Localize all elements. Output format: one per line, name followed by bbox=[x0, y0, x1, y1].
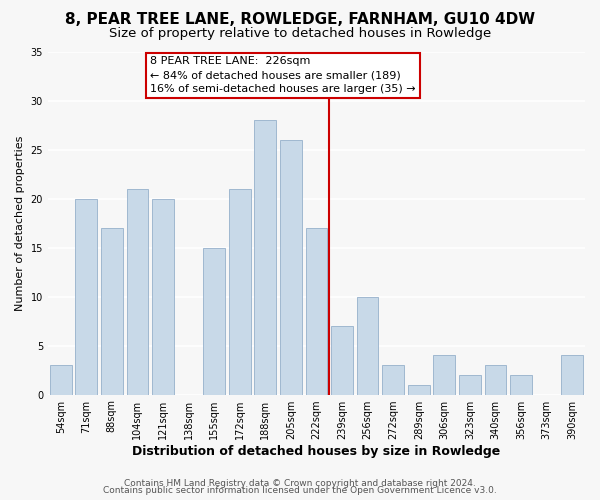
Bar bbox=[305, 228, 328, 394]
Y-axis label: Number of detached properties: Number of detached properties bbox=[15, 136, 25, 310]
Bar bbox=[510, 375, 532, 394]
Bar bbox=[408, 385, 430, 394]
Bar bbox=[101, 228, 123, 394]
Bar bbox=[459, 375, 481, 394]
Bar bbox=[382, 365, 404, 394]
Bar bbox=[127, 188, 148, 394]
Bar bbox=[254, 120, 276, 394]
Bar bbox=[562, 356, 583, 395]
Bar bbox=[229, 188, 251, 394]
Bar bbox=[331, 326, 353, 394]
Bar bbox=[152, 198, 174, 394]
Text: Contains HM Land Registry data © Crown copyright and database right 2024.: Contains HM Land Registry data © Crown c… bbox=[124, 478, 476, 488]
Bar bbox=[433, 356, 455, 395]
Bar bbox=[357, 296, 379, 394]
Bar bbox=[485, 365, 506, 394]
Text: Contains public sector information licensed under the Open Government Licence v3: Contains public sector information licen… bbox=[103, 486, 497, 495]
Text: 8, PEAR TREE LANE, ROWLEDGE, FARNHAM, GU10 4DW: 8, PEAR TREE LANE, ROWLEDGE, FARNHAM, GU… bbox=[65, 12, 535, 28]
Text: Size of property relative to detached houses in Rowledge: Size of property relative to detached ho… bbox=[109, 28, 491, 40]
Bar bbox=[280, 140, 302, 394]
Text: 8 PEAR TREE LANE:  226sqm
← 84% of detached houses are smaller (189)
16% of semi: 8 PEAR TREE LANE: 226sqm ← 84% of detach… bbox=[150, 56, 416, 94]
X-axis label: Distribution of detached houses by size in Rowledge: Distribution of detached houses by size … bbox=[133, 444, 500, 458]
Bar bbox=[203, 248, 225, 394]
Bar bbox=[76, 198, 97, 394]
Bar bbox=[50, 365, 71, 394]
